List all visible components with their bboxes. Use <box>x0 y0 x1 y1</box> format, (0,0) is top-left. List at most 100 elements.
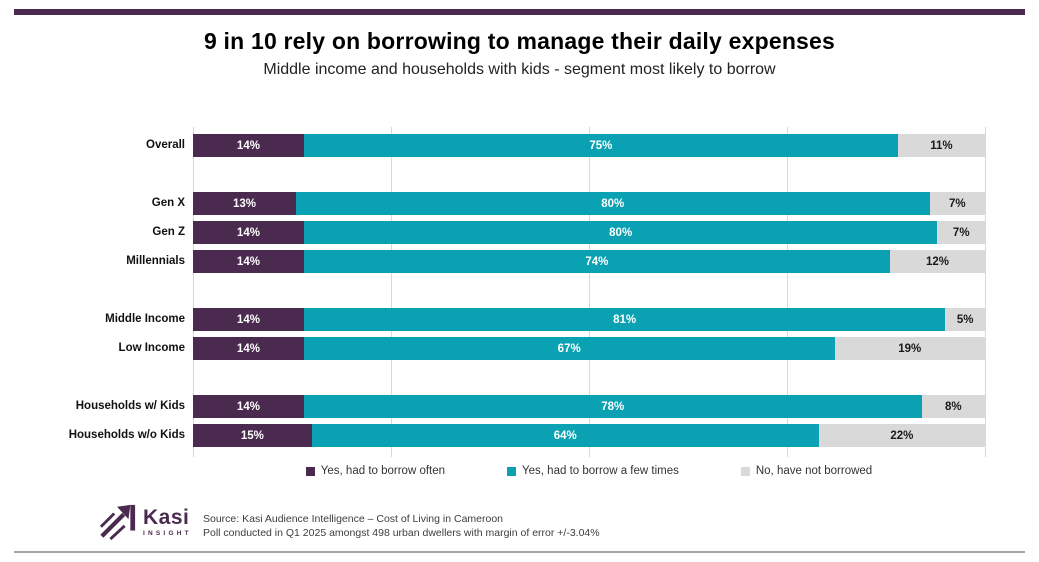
bar-segment-borrow-often: 13% <box>193 192 296 215</box>
segment-value-label: 15% <box>240 429 264 442</box>
stacked-bar: 13% 80% 7% <box>193 192 985 215</box>
legend-item-borrow-often: Yes, had to borrow often <box>305 465 446 477</box>
kasi-logo-text: Kasi <box>143 505 190 529</box>
segment-value-label: 8% <box>945 400 962 413</box>
segment-value-label: 14% <box>236 313 260 326</box>
legend-item-not-borrowed: No, have not borrowed <box>740 465 873 477</box>
segment-value-label: 78% <box>601 400 625 413</box>
legend-item-borrow-few: Yes, had to borrow a few times <box>507 465 679 477</box>
bar-segment-not-borrowed: 8% <box>921 395 985 418</box>
bar-row-households-with-kids: Households w/ Kids 14% 78% 8% <box>76 395 985 418</box>
bar-row-gen-x: Gen X 13% 80% 7% <box>152 192 985 215</box>
segment-value-label: 19% <box>898 342 922 355</box>
segment-value-label: 14% <box>236 226 260 239</box>
bar-row-gen-z: Gen Z 14% 80% 7% <box>152 221 985 244</box>
kasi-logo-subtext: INSIGHT <box>143 529 192 537</box>
bar-segment-not-borrowed: 11% <box>897 134 985 157</box>
source-line-2: Poll conducted in Q1 2025 amongst 498 ur… <box>203 527 600 539</box>
bar-segment-borrow-often: 14% <box>193 250 304 273</box>
segment-value-label: 12% <box>925 255 949 268</box>
segment-value-label: 13% <box>232 197 256 210</box>
category-label: Low Income <box>118 342 185 354</box>
gridline-25pct <box>391 127 392 457</box>
bar-segment-borrow-few: 64% <box>311 424 819 447</box>
segment-value-label: 81% <box>613 313 637 326</box>
legend-label: Yes, had to borrow a few times <box>522 465 679 477</box>
stacked-bar: 14% 67% 19% <box>193 337 985 360</box>
bar-segment-not-borrowed: 7% <box>937 221 985 244</box>
segment-value-label: 7% <box>948 197 966 210</box>
bar-row-low-income: Low Income 14% 67% 19% <box>119 337 985 360</box>
segment-value-label: 5% <box>956 313 974 326</box>
bar-segment-not-borrowed: 22% <box>818 424 985 447</box>
segment-value-label: 14% <box>236 400 260 413</box>
segment-value-label: 64% <box>553 429 577 442</box>
bar-row-overall: Overall 14% 75% 11% <box>146 134 985 157</box>
segment-value-label: 7% <box>952 226 970 239</box>
legend-label: No, have not borrowed <box>755 465 873 477</box>
kasi-logo-words: Kasi INSIGHT <box>143 507 192 538</box>
kasi-logo: Kasi INSIGHT <box>99 503 192 541</box>
segment-value-label: 11% <box>930 139 953 152</box>
segment-value-label: 14% <box>236 139 260 152</box>
bar-segment-borrow-often: 15% <box>193 424 312 447</box>
legend-label: Yes, had to borrow often <box>320 465 446 477</box>
chart-legend: Yes, had to borrow often Yes, had to bor… <box>193 462 985 480</box>
stacked-bar: 15% 64% 22% <box>193 424 985 447</box>
bar-segment-not-borrowed: 19% <box>834 337 985 360</box>
segment-value-label: 80% <box>609 226 633 239</box>
stacked-bar-chart: Overall 14% 75% 11% Gen X 13% 80% 7% Gen… <box>69 127 986 457</box>
category-label: Overall <box>146 139 185 151</box>
bar-segment-borrow-often: 14% <box>193 221 304 244</box>
segment-value-label: 14% <box>236 255 260 268</box>
bar-segment-borrow-few: 81% <box>303 308 946 331</box>
segment-value-label: 22% <box>890 429 914 442</box>
bar-segment-not-borrowed: 12% <box>889 250 985 273</box>
page-subtitle: Middle income and households with kids -… <box>263 61 776 78</box>
source-line-1: Source: Kasi Audience Intelligence – Cos… <box>203 513 504 525</box>
stacked-bar: 14% 74% 12% <box>193 250 985 273</box>
bar-row-middle-income: Middle Income 14% 81% 5% <box>105 308 985 331</box>
stacked-bar: 14% 75% 11% <box>193 134 985 157</box>
bar-segment-borrow-often: 14% <box>193 134 304 157</box>
bar-row-households-without-kids: Households w/o Kids 15% 64% 22% <box>69 424 985 447</box>
source-note: Source: Kasi Audience Intelligence – Cos… <box>203 512 600 540</box>
top-accent-rule <box>14 9 1025 15</box>
segment-value-label: 75% <box>589 139 613 152</box>
bar-segment-not-borrowed: 7% <box>929 192 985 215</box>
segment-value-label: 14% <box>236 342 260 355</box>
legend-swatch-purple <box>305 466 315 476</box>
bar-row-millennials: Millennials 14% 74% 12% <box>126 250 985 273</box>
bar-segment-borrow-few: 80% <box>303 221 938 244</box>
stacked-bar: 14% 81% 5% <box>193 308 985 331</box>
segment-value-label: 74% <box>585 255 609 268</box>
bar-segment-borrow-often: 14% <box>193 395 304 418</box>
bar-segment-borrow-few: 67% <box>303 337 835 360</box>
legend-swatch-teal <box>507 466 517 476</box>
stacked-bar: 14% 80% 7% <box>193 221 985 244</box>
stacked-bar: 14% 78% 8% <box>193 395 985 418</box>
bar-segment-not-borrowed: 5% <box>945 308 985 331</box>
bottom-rule <box>14 551 1025 553</box>
kasi-arrow-icon <box>99 504 136 541</box>
bar-segment-borrow-few: 78% <box>303 395 922 418</box>
category-label: Millennials <box>126 255 185 267</box>
bar-segment-borrow-few: 74% <box>303 250 890 273</box>
category-label: Middle Income <box>105 313 185 325</box>
bar-segment-borrow-few: 80% <box>295 192 930 215</box>
gridline-0pct <box>193 127 194 457</box>
gridline-50pct <box>589 127 590 457</box>
category-label: Households w/o Kids <box>68 429 185 441</box>
gridline-75pct <box>787 127 788 457</box>
bar-segment-borrow-often: 14% <box>193 337 304 360</box>
category-label: Gen Z <box>152 226 185 238</box>
bar-segment-borrow-often: 14% <box>193 308 304 331</box>
gridline-100pct <box>985 127 986 457</box>
category-label: Gen X <box>151 197 185 209</box>
segment-value-label: 80% <box>601 197 625 210</box>
bar-segment-borrow-few: 75% <box>303 134 898 157</box>
legend-swatch-gray <box>740 466 750 476</box>
page-title: 9 in 10 rely on borrowing to manage thei… <box>203 28 836 54</box>
segment-value-label: 67% <box>557 342 581 355</box>
